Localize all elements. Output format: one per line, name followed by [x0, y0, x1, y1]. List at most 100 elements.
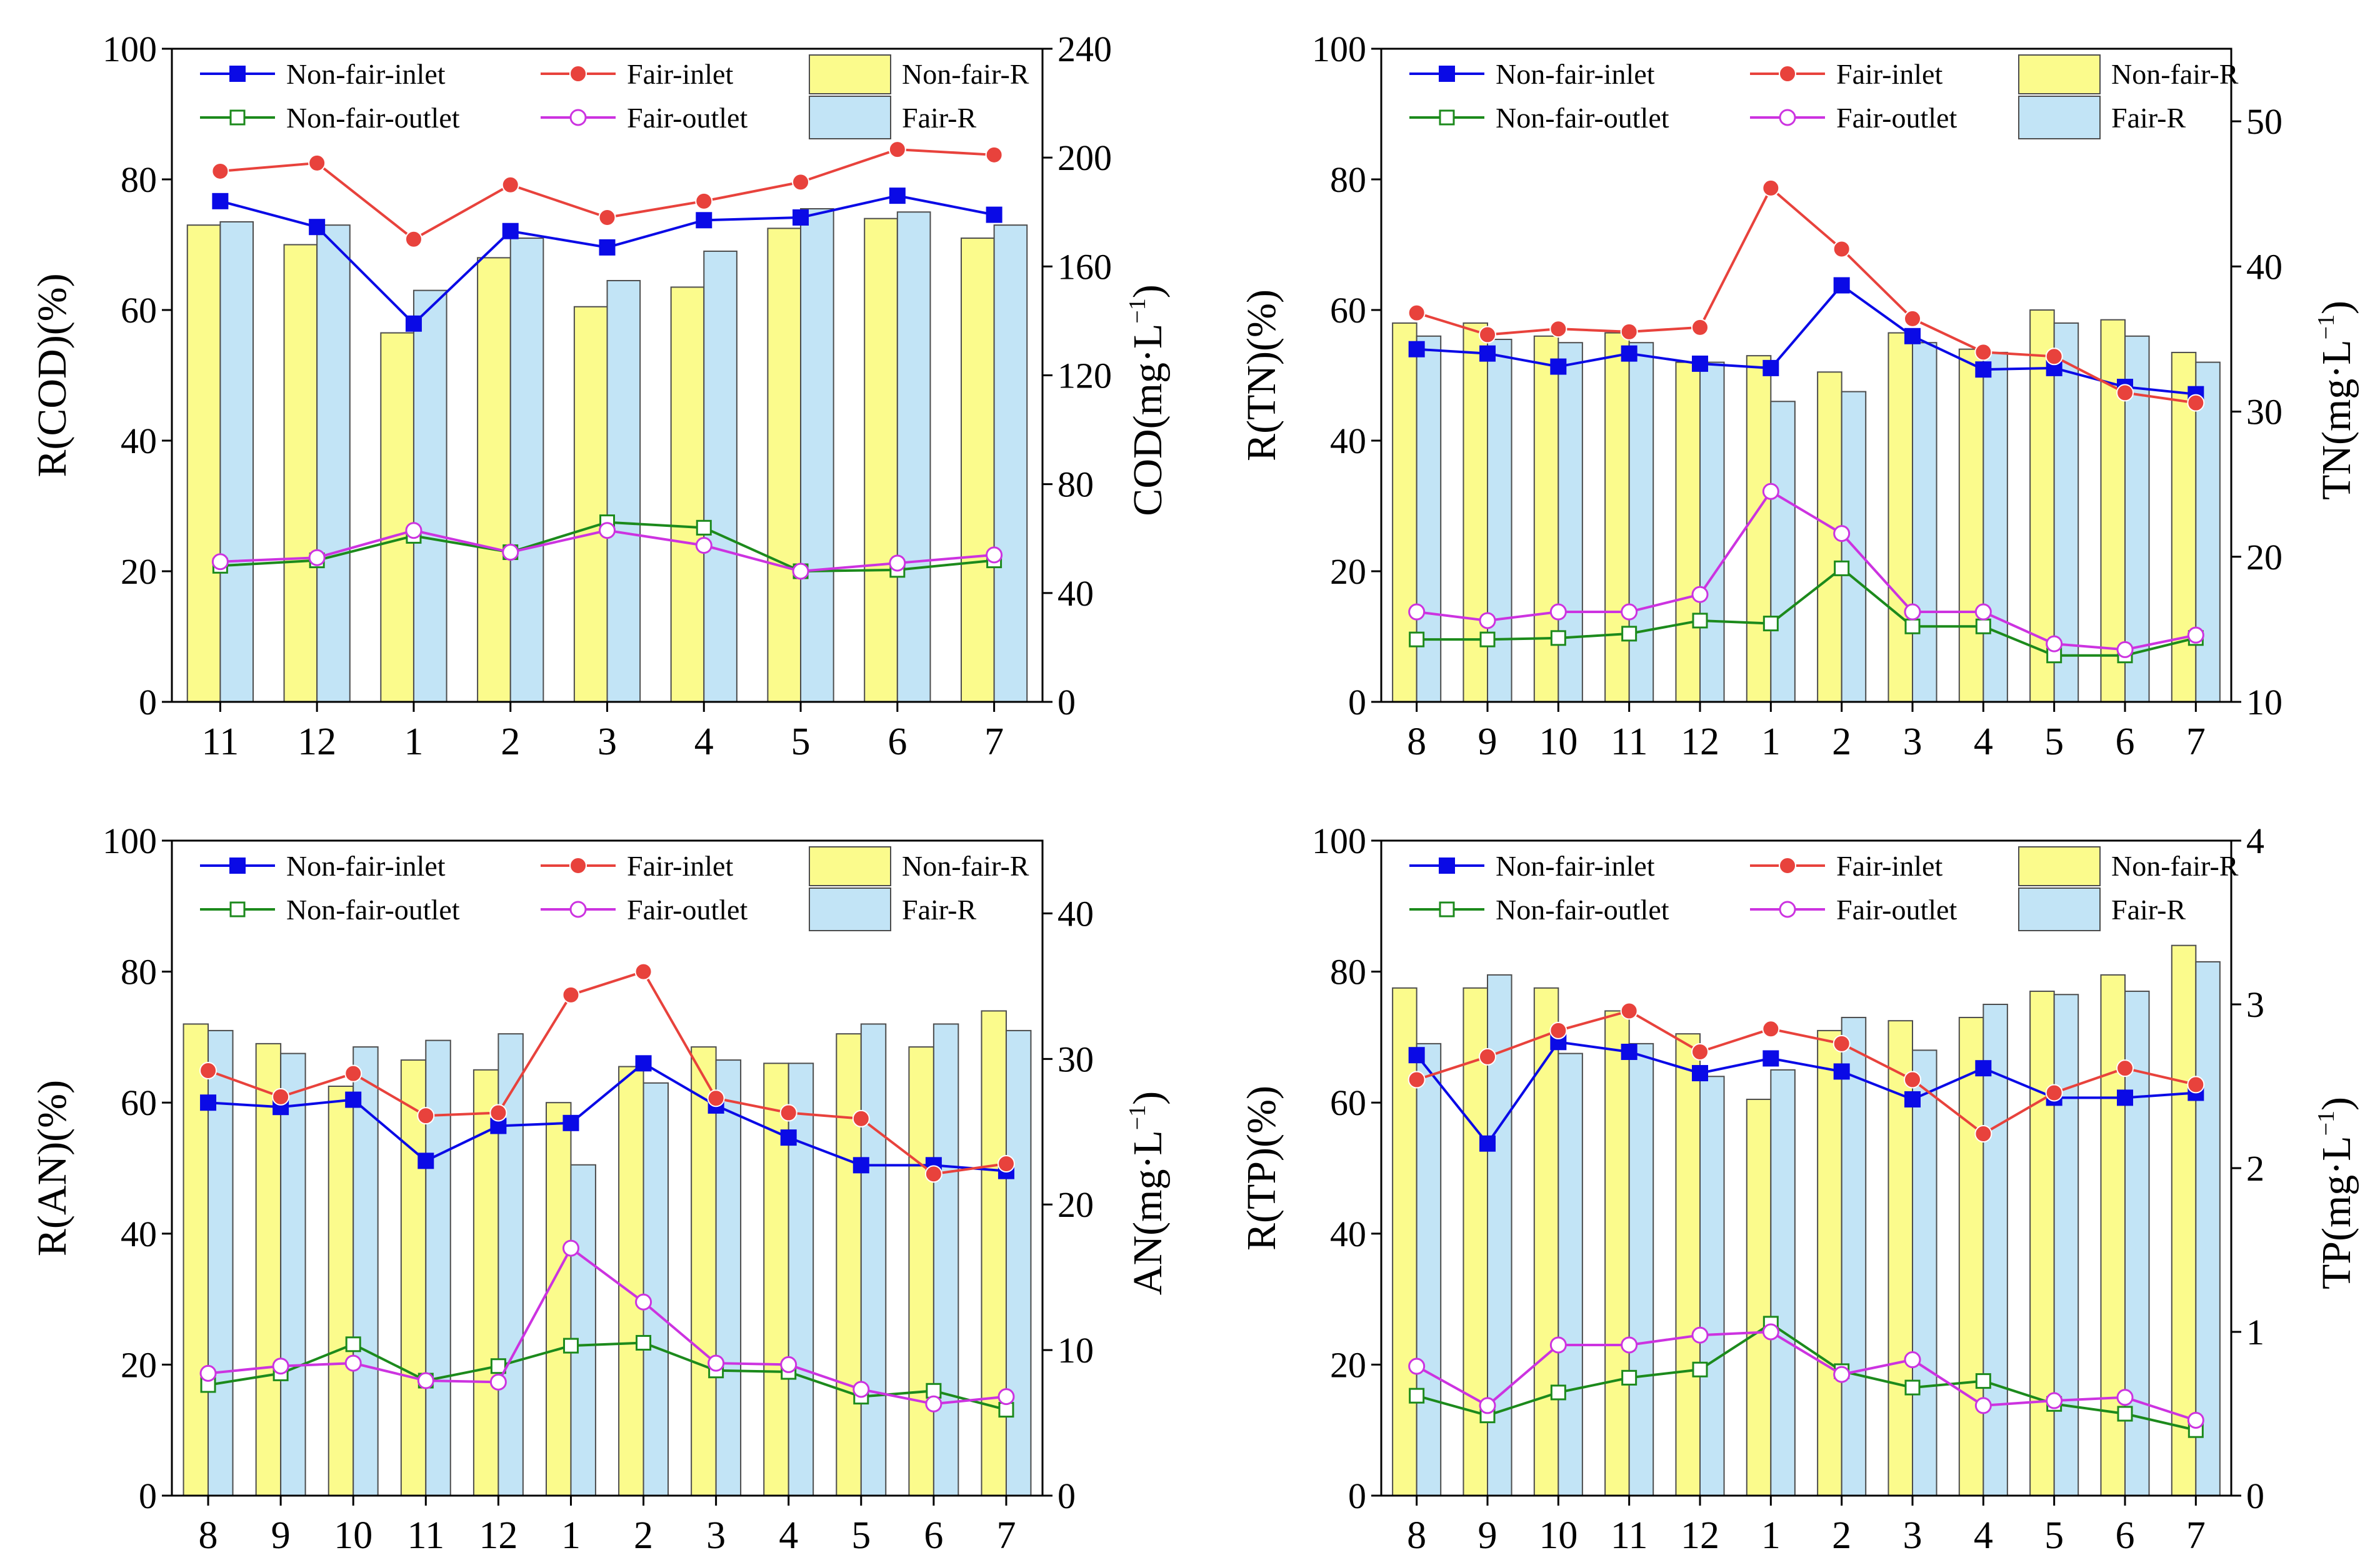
- an-fair-outlet-point-12: [489, 1373, 507, 1391]
- tn-fair-outlet-point-11: [1621, 603, 1638, 621]
- tp-fair-inlet-point-1: [1762, 1020, 1780, 1038]
- an-legend-non-fair-inlet-label: Non-fair-inlet: [286, 850, 446, 882]
- an-x-tick-label-4: 4: [779, 1514, 798, 1557]
- tp-y2-axis-label-main: TP(mg·L: [2314, 1136, 2359, 1289]
- an-fair-inlet-line: [208, 970, 1007, 1176]
- an-x-tick-label-11: 11: [407, 1514, 444, 1557]
- an-y2-tick-label: 40: [1058, 893, 1094, 934]
- cod-y2-tick-label: 240: [1058, 29, 1112, 69]
- tp-fair-outlet-point-6: [2116, 1389, 2134, 1406]
- cod-fair-r-bar-5: [800, 208, 834, 702]
- an-y-axis-label: R(AN)(%): [29, 1080, 75, 1256]
- tn-legend: Non-fair-inlet Fair-inlet Non-fair-outlet F…: [1409, 54, 2239, 139]
- an-y-tick-label: 20: [121, 1344, 157, 1385]
- tp-fair-outlet-point-1: [1762, 1323, 1779, 1341]
- tn-non-fair-outlet-point-2: [1834, 560, 1850, 576]
- an-fair-r-bar-6: [932, 1023, 959, 1496]
- tn-non-fair-inlet-point-11: [1621, 345, 1638, 362]
- tn-non-fair-outlet-point-9: [1479, 631, 1496, 648]
- tp-fair-inlet-line: [1416, 1009, 2196, 1136]
- tn-fair-r-bar-3: [1912, 342, 1938, 702]
- an-legend: Non-fair-inlet Fair-inlet Non-fair-outlet F…: [200, 846, 1029, 931]
- cod-y-tick-label: 60: [121, 290, 157, 331]
- an-fair-inlet-point-1: [562, 986, 580, 1004]
- tn-fair-outlet-point-8: [1408, 603, 1426, 621]
- tp-legend-fair-outlet-marker: [1779, 901, 1796, 918]
- tp-fair-inlet-point-2: [1832, 1034, 1851, 1052]
- tn-fair-outlet-point-9: [1479, 612, 1496, 629]
- cod-fair-inlet-point-7: [985, 146, 1003, 164]
- cod-y-axis-label: R(COD)(%): [29, 273, 75, 477]
- tn-fair-inlet-point-1: [1762, 179, 1780, 197]
- cod-legend: Non-fair-inlet Fair-inlet Non-fair-outlet F…: [200, 54, 1029, 139]
- tp-legend-non-fair-r-label: Non-fair-R: [2111, 850, 2239, 882]
- an-non-fair-inlet-line: [208, 1061, 1007, 1172]
- cod-y2-tick-label: 40: [1058, 573, 1094, 614]
- tn-y2-axis-label-sup: −1: [2313, 314, 2339, 339]
- tp-fair-r-bar-10: [1558, 1052, 1583, 1496]
- an-fair-outlet-point-6: [925, 1395, 942, 1412]
- an-fair-inlet-point-2: [634, 962, 652, 981]
- an-fair-r-bar-3: [715, 1059, 742, 1496]
- an-non-fair-inlet-point-2: [635, 1055, 652, 1072]
- tn-y-tick-label: 60: [1330, 290, 1366, 331]
- tp-fair-inlet-point-4: [1974, 1124, 1992, 1142]
- tn-legend-non-fair-outlet-marker: [1439, 109, 1455, 126]
- cod-fair-outlet-point-12: [308, 549, 326, 566]
- cod-fair-outlet-point-2: [502, 544, 519, 561]
- an-x-tick-label-3: 3: [706, 1514, 726, 1557]
- an-fair-outlet-point-1: [562, 1239, 579, 1257]
- tn-non-fair-r-bar-4: [1958, 348, 1984, 702]
- tp-legend-fair-inlet-marker: [1779, 857, 1796, 874]
- cod-y-tick-label: 40: [121, 421, 157, 461]
- cod-legend-non-fair-r-label: Non-fair-R: [902, 58, 1029, 90]
- tn-fair-outlet-point-4: [1974, 603, 1992, 621]
- an-fair-outlet-line: [208, 1246, 1007, 1406]
- cod-fair-inlet-point-1: [404, 230, 422, 248]
- tp-non-fair-outlet-point-8: [1409, 1388, 1425, 1404]
- tp-non-fair-outlet-point-10: [1550, 1384, 1566, 1401]
- an-fair-inlet-point-4: [779, 1104, 798, 1122]
- an-fair-r-bar-12: [498, 1033, 524, 1497]
- tn-non-fair-inlet-point-4: [1975, 361, 1992, 378]
- tp-fair-r-bar-2: [1841, 1016, 1867, 1496]
- tp-non-fair-outlet-line: [1416, 1322, 2196, 1432]
- tp-non-fair-inlet-line: [1416, 1041, 2196, 1146]
- cod-y-tick-label: 20: [121, 551, 157, 592]
- an-non-fair-inlet-point-5: [852, 1157, 869, 1174]
- tp-fair-r-bar-3: [1912, 1049, 1938, 1496]
- cod-legend-fair-outlet-marker: [569, 109, 587, 126]
- tn-y-tick-label: 100: [1312, 29, 1366, 69]
- tp-x-tick-label-4: 4: [1974, 1514, 1993, 1557]
- tn-y-tick-label: 0: [1348, 682, 1366, 722]
- tp-y2-axis-label: TP(mg·L−1): [2313, 1097, 2359, 1289]
- tn-fair-r-bar-1: [1770, 401, 1796, 702]
- tn-y-tick-label: 80: [1330, 159, 1366, 200]
- an-y2-tick-label: 0: [1058, 1476, 1076, 1516]
- tp-fair-inlet-point-8: [1408, 1071, 1426, 1089]
- tp-y2-axis-label-sup: −1: [2313, 1111, 2339, 1136]
- an-non-fair-r-bar-1: [545, 1102, 572, 1496]
- tp-x-tick-label-9: 9: [1478, 1514, 1498, 1557]
- tp-fair-outlet-point-11: [1621, 1336, 1638, 1354]
- tn-legend-non-fair-r-label: Non-fair-R: [2111, 58, 2239, 90]
- cod-non-fair-r-bar-12: [283, 244, 318, 702]
- tp-fair-outlet-point-9: [1479, 1397, 1496, 1414]
- tp-y-tick-label: 60: [1330, 1082, 1366, 1123]
- an-legend-non-fair-inlet-marker: [229, 858, 246, 874]
- tn-fair-inlet-point-11: [1620, 322, 1638, 341]
- tp-non-fair-outlet-point-4: [1975, 1373, 1991, 1389]
- cod-x-tick-label-7: 7: [984, 721, 1004, 763]
- tp-legend-non-fair-outlet-marker: [1439, 901, 1455, 918]
- tp-fair-r-bar-5: [2053, 994, 2079, 1496]
- tp-fair-inlet-point-12: [1691, 1042, 1709, 1061]
- tn-y2-tick-label: 20: [2246, 537, 2282, 578]
- an-x-tick-label-7: 7: [996, 1514, 1016, 1557]
- cod-x-tick-label-12: 12: [298, 721, 336, 763]
- tn-y-tick-label: 40: [1330, 421, 1366, 461]
- cod-non-fair-outlet-point-4: [696, 519, 712, 536]
- an-non-fair-outlet-point-1: [562, 1338, 579, 1354]
- tp-y-tick-label: 100: [1312, 821, 1366, 861]
- cod-x-tick-label-3: 3: [598, 721, 617, 763]
